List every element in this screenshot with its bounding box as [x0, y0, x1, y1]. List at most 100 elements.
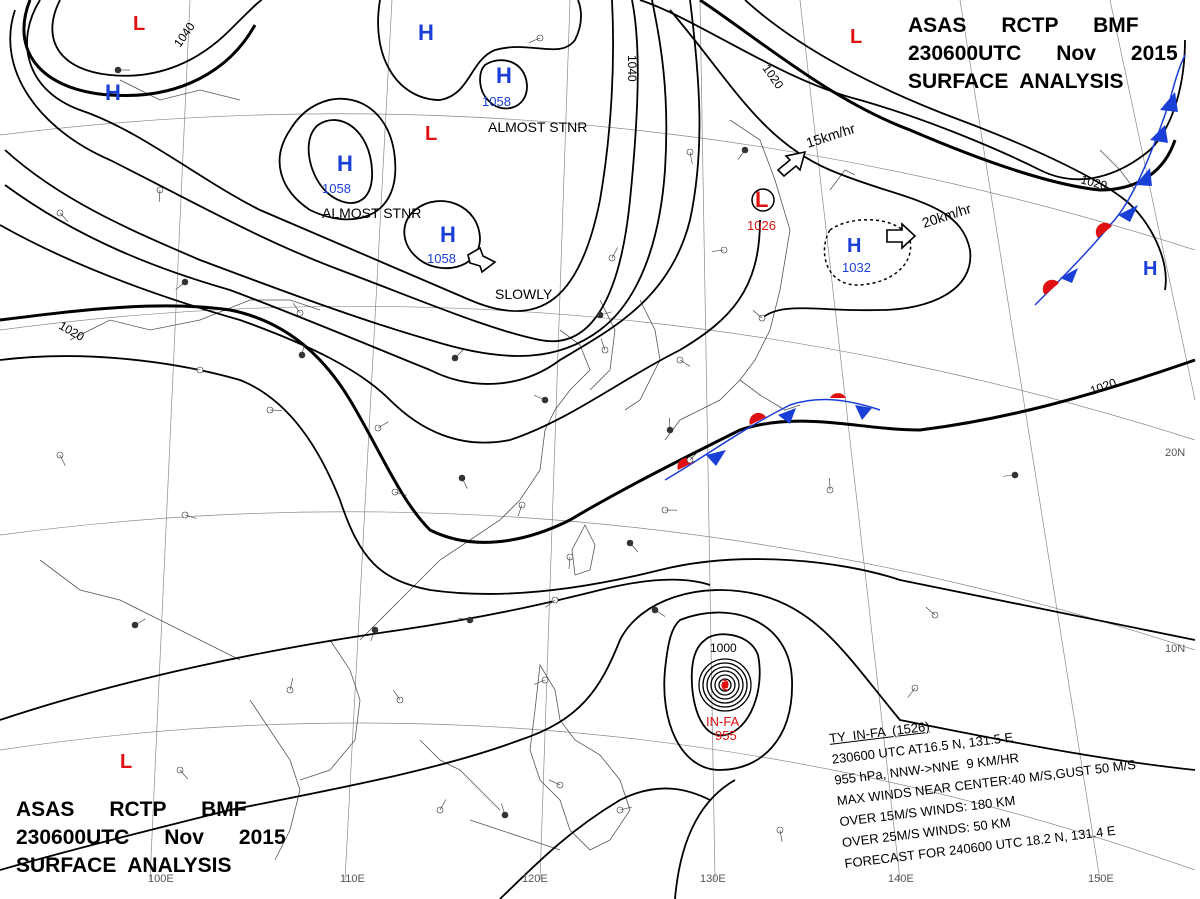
wind-barb	[394, 491, 407, 496]
wind-barb	[619, 806, 632, 811]
wind-barb	[1003, 474, 1016, 477]
header-line: SURFACE ANALYSIS	[908, 70, 1124, 93]
low-pressure-letter: L	[850, 26, 862, 48]
wind-barb	[179, 769, 189, 780]
station-plots	[56, 34, 1019, 842]
isobar	[403, 200, 481, 269]
graticule	[0, 0, 1196, 881]
graticule-labels: 100E 110E 120E 130E 140E 150E 20N 10N	[148, 447, 1185, 885]
wind-barb	[528, 37, 541, 43]
wind-barb	[289, 678, 293, 691]
isobar	[0, 219, 761, 444]
lon-label: 140E	[888, 873, 914, 885]
header-line: ASAS RCTP BMF	[908, 14, 1139, 37]
header-line: SURFACE ANALYSIS	[16, 854, 232, 877]
wind-barb	[629, 542, 639, 553]
isobar	[744, 0, 1167, 291]
isobar-label: 1040	[625, 55, 639, 82]
low-pressure-value: 1026	[747, 218, 776, 233]
isobar	[9, 0, 639, 343]
wind-barb	[533, 394, 546, 401]
isobar	[669, 9, 972, 321]
wind-barb	[712, 249, 725, 252]
isobar	[499, 787, 711, 899]
isobar	[377, 0, 582, 101]
header-line: ASAS RCTP BMF	[16, 798, 247, 821]
isobar-label: 1020	[1079, 172, 1109, 193]
high-pressure-letter: H	[105, 80, 121, 105]
high-pressure-letter: H	[440, 222, 456, 247]
arrow-icon	[467, 246, 497, 274]
wind-barb	[548, 779, 561, 786]
wind-barb	[292, 302, 301, 314]
lat-label: 10N	[1165, 643, 1185, 655]
lon-label: 150E	[1088, 873, 1114, 885]
coastlines	[39, 79, 1136, 861]
isobar	[479, 59, 528, 110]
isobar	[26, 0, 614, 312]
chart-header-top-right: ASAS RCTP BMF 230600UTC Nov 2015 SURFACE…	[908, 12, 1178, 96]
stationary-front-east	[1034, 54, 1186, 306]
isobar	[51, 0, 263, 77]
wind-barb	[377, 421, 389, 429]
lon-label: 100E	[148, 873, 174, 885]
isobar	[0, 578, 711, 721]
typhoon-isobar-label: 1000	[710, 641, 737, 655]
wind-barb	[134, 618, 146, 626]
isobar	[663, 611, 793, 771]
isobar	[22, 0, 257, 98]
low-pressure-letter: L	[120, 751, 132, 773]
isobar	[0, 355, 1196, 641]
chart-header-bottom-left: ASAS RCTP BMF 230600UTC Nov 2015 SURFACE…	[16, 796, 286, 880]
stationary-front-japan	[664, 398, 881, 481]
wind-barb	[611, 247, 618, 259]
low-pressure-letter: L	[755, 187, 768, 212]
wind-barb	[568, 556, 571, 569]
wind-barb	[158, 189, 161, 202]
arrow-icon	[776, 150, 807, 178]
wind-barb	[779, 829, 783, 842]
wind-barb	[439, 799, 447, 811]
wind-barb	[689, 451, 699, 461]
wind-barb	[600, 338, 606, 351]
wind-barb	[689, 151, 693, 164]
wind-barb	[517, 504, 523, 517]
movement-arrows	[467, 150, 917, 274]
typhoon-pressure: 955	[715, 728, 737, 743]
isobar	[0, 304, 1196, 544]
wind-barb	[393, 689, 401, 701]
frontal-system	[664, 54, 1186, 481]
isobar	[674, 779, 736, 899]
pressure-centers: H 1058 H 1058 H 1058 H 1032 L 1026 H H H…	[105, 13, 1157, 773]
wind-barb	[533, 679, 546, 685]
isobar	[4, 0, 668, 357]
isobar	[823, 219, 912, 286]
slowly-label: SLOWLY	[495, 286, 553, 302]
wind-barb	[301, 343, 305, 356]
arrow-icon	[886, 222, 917, 250]
high-pressure-letter: H	[847, 235, 861, 257]
high-pressure-value: 1058	[427, 251, 456, 266]
wind-barb	[501, 803, 506, 816]
wind-barb	[188, 368, 201, 371]
high-pressure-letter: H	[337, 151, 353, 176]
typhoon-symbol	[721, 679, 729, 691]
wind-barb	[175, 281, 186, 290]
almost-stnr-label: ALMOST STNR	[488, 119, 587, 135]
almost-stnr-label: ALMOST STNR	[322, 205, 421, 221]
wind-barb	[59, 454, 66, 466]
lon-label: 120E	[522, 873, 548, 885]
high-pressure-letter: H	[1143, 258, 1157, 280]
wind-barb	[654, 609, 666, 617]
header-line: 230600UTC Nov 2015	[16, 826, 286, 849]
wind-barb	[679, 359, 691, 367]
header-line: 230600UTC Nov 2015	[908, 42, 1178, 65]
lat-label: 20N	[1165, 447, 1185, 459]
wind-barb	[59, 212, 69, 222]
high-pressure-value: 1032	[842, 260, 871, 275]
isobar	[0, 589, 1196, 871]
wind-barb	[370, 629, 376, 642]
wind-barb	[925, 606, 936, 616]
wind-barb	[545, 599, 556, 608]
